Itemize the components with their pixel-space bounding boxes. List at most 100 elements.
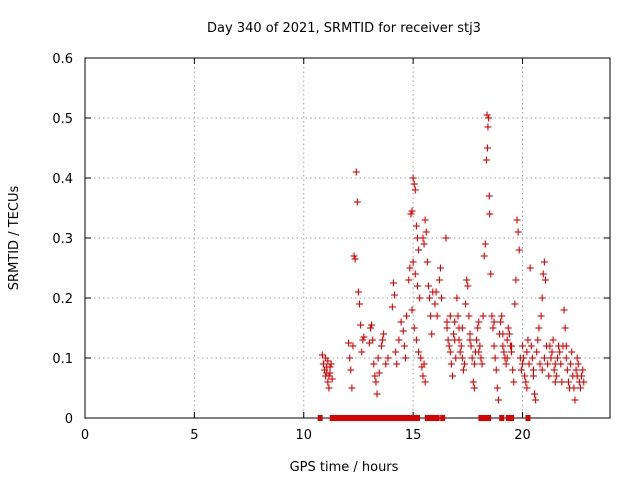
data-point: [485, 114, 493, 122]
data-point: [366, 324, 374, 332]
data-point: [560, 306, 568, 314]
data-point-zero: [499, 415, 505, 421]
data-point: [458, 354, 466, 362]
data-point: [540, 258, 548, 266]
data-point: [431, 300, 439, 308]
data-point: [451, 318, 459, 326]
x-axis-label: GPS time / hours: [290, 460, 399, 475]
data-point: [391, 291, 399, 299]
data-point: [508, 348, 516, 356]
data-point: [482, 156, 490, 164]
data-point: [411, 270, 419, 278]
data-point: [373, 390, 381, 398]
x-tick-labels: 0 5 10 15 20: [81, 428, 531, 443]
data-point: [563, 366, 571, 374]
data-point: [523, 348, 531, 356]
data-point: [489, 324, 497, 332]
data-point: [508, 342, 516, 350]
data-point-zero: [346, 415, 352, 421]
data-point-zero: [352, 415, 358, 421]
data-point: [478, 360, 486, 368]
data-point-zero: [339, 415, 345, 421]
x-tick-label: 0: [81, 428, 89, 443]
data-point-zero: [482, 415, 488, 421]
data-point: [520, 354, 528, 362]
data-point-zero: [405, 415, 411, 421]
data-point: [475, 348, 483, 356]
data-point: [527, 342, 535, 350]
data-point-zero: [415, 415, 420, 421]
data-point: [538, 366, 546, 374]
data-point: [395, 336, 403, 344]
data-point: [499, 330, 507, 338]
data-point: [517, 366, 525, 374]
data-point: [319, 360, 327, 368]
data-point-zero: [342, 415, 348, 421]
data-point: [494, 396, 502, 404]
data-point-zero: [376, 415, 382, 421]
data-point: [490, 318, 498, 326]
data-point: [346, 354, 354, 362]
data-point: [567, 360, 575, 368]
data-point: [452, 354, 460, 362]
data-point: [519, 360, 526, 368]
data-point: [409, 258, 417, 266]
y-tick-label: 0.3: [52, 232, 73, 247]
data-point: [505, 330, 513, 338]
data-point: [534, 336, 542, 344]
x-tick-label: 20: [514, 428, 531, 443]
data-point: [479, 312, 487, 320]
data-point: [548, 348, 556, 356]
data-point: [538, 294, 546, 302]
data-point: [454, 312, 462, 320]
data-point: [397, 318, 405, 326]
data-point: [561, 324, 569, 332]
data-point: [486, 210, 494, 218]
data-point: [419, 234, 427, 242]
data-point-zero: [486, 415, 492, 421]
data-point-zero: [329, 415, 335, 421]
data-point-zero: [411, 415, 417, 421]
data-point: [450, 330, 458, 338]
data-point: [400, 342, 408, 350]
data-point-zero: [478, 415, 484, 421]
data-point: [456, 348, 464, 356]
data-point: [393, 360, 401, 368]
data-point: [427, 312, 435, 320]
data-point: [428, 330, 436, 338]
data-point: [380, 330, 388, 338]
data-point-zero: [440, 415, 446, 421]
data-point: [372, 378, 380, 386]
data-point: [426, 294, 434, 302]
data-point: [573, 354, 581, 362]
data-point: [474, 324, 482, 332]
data-point: [405, 276, 413, 284]
data-point: [382, 360, 390, 368]
data-point: [326, 363, 334, 371]
data-point-zero: [364, 415, 370, 421]
data-point: [490, 342, 498, 350]
data-point: [465, 312, 473, 320]
data-point: [580, 378, 588, 386]
data-point: [544, 360, 552, 368]
data-point: [473, 336, 481, 344]
data-point: [526, 264, 534, 272]
data-point: [549, 336, 557, 344]
data-point: [348, 384, 356, 392]
data-point: [438, 294, 446, 302]
data-point: [345, 339, 353, 347]
data-point: [410, 324, 418, 332]
data-point-zero: [369, 415, 375, 421]
data-point-zero: [401, 415, 407, 421]
data-point: [532, 396, 540, 404]
data-point: [491, 354, 499, 362]
data-point: [564, 378, 572, 386]
data-point: [550, 366, 558, 374]
data-point-zero: [408, 415, 414, 421]
data-point: [487, 270, 495, 278]
data-point: [480, 252, 488, 260]
data-point: [574, 360, 582, 368]
data-point-zero: [317, 415, 323, 421]
data-point: [403, 312, 411, 320]
data-point: [546, 342, 554, 350]
